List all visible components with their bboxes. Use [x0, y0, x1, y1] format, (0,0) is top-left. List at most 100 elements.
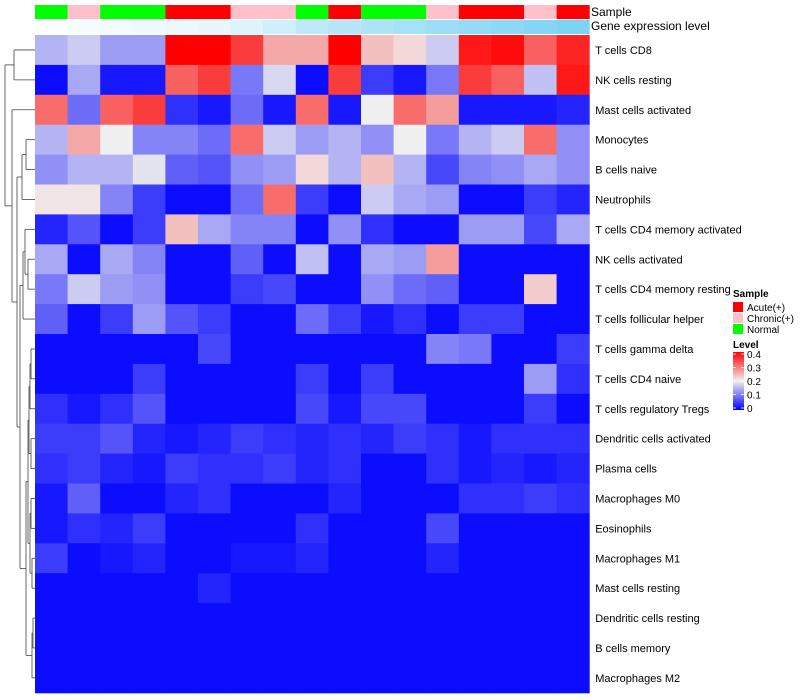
heatmap-cell [132, 244, 166, 275]
heatmap-cell [67, 154, 101, 185]
heatmap-cell [230, 184, 264, 215]
heatmap-cell [295, 573, 329, 604]
heatmap-cell [426, 94, 460, 126]
gene-expression-annotation-cell [524, 20, 558, 34]
heatmap-cell [198, 184, 232, 215]
heatmap-cell [524, 453, 558, 484]
gene-expression-annotation-cell [35, 20, 69, 34]
heatmap-cell [458, 662, 492, 694]
heatmap-cell [198, 94, 232, 126]
heatmap-cell [556, 35, 590, 66]
legend-sample-swatch [733, 302, 743, 312]
heatmap-cell [100, 543, 134, 574]
row-label: T cells follicular helper [595, 314, 704, 326]
heatmap-cell [35, 304, 69, 335]
gene-expression-annotation-cell [230, 20, 264, 34]
row-label: Dendritic cells activated [595, 434, 711, 446]
heatmap-cell [328, 543, 362, 574]
heatmap-cell [165, 35, 199, 66]
legend-sample-entries: Acute(+)Chronic(+)Normal [733, 302, 794, 336]
gene-expression-annotation-cell [556, 20, 590, 34]
heatmap-cell [100, 363, 134, 395]
heatmap-cell [556, 124, 590, 156]
heatmap-cell [491, 363, 525, 395]
heatmap-cell [393, 304, 427, 335]
heatmap-cell [426, 35, 460, 66]
heatmap-cell [165, 573, 199, 604]
heatmap-cell [67, 35, 101, 66]
heatmap-cell [556, 214, 590, 245]
heatmap-cell [100, 35, 134, 66]
gene-expression-annotation-cell [295, 20, 329, 34]
heatmap-cell [67, 64, 101, 96]
heatmap-cell [458, 214, 492, 245]
row-label: T cells regulatory Tregs [595, 404, 710, 416]
heatmap-cell [263, 662, 297, 694]
heatmap-cell [198, 244, 232, 275]
heatmap-cell [295, 633, 329, 664]
heatmap-cell [35, 363, 69, 395]
heatmap-cell [524, 244, 558, 275]
heatmap-cell [458, 64, 492, 96]
heatmap-cell [295, 244, 329, 275]
heatmap-cell [524, 513, 558, 544]
heatmap-cell [458, 94, 492, 126]
heatmap-cell [361, 94, 395, 126]
heatmap-cell [230, 154, 264, 185]
heatmap-cell [198, 633, 232, 664]
heatmap-cell [263, 543, 297, 574]
heatmap-cell [35, 483, 69, 514]
heatmap-cell [263, 124, 297, 156]
heatmap-cell [67, 513, 101, 544]
heatmap-cell [230, 483, 264, 514]
heatmap-cell [361, 64, 395, 96]
heatmap-cell [361, 633, 395, 664]
heatmap-cell [328, 513, 362, 544]
heatmap-cell [263, 513, 297, 544]
heatmap-cell [230, 633, 264, 664]
heatmap-cell [393, 513, 427, 544]
heatmap-cell [35, 633, 69, 664]
heatmap-cell [524, 64, 558, 96]
heatmap-cell [524, 483, 558, 514]
heatmap-cell [263, 334, 297, 365]
heatmap-cell [165, 662, 199, 694]
heatmap-cell [198, 363, 232, 395]
heatmap-cell [263, 64, 297, 96]
heatmap-cell [458, 35, 492, 66]
heatmap-cell [328, 244, 362, 275]
heatmap-cell [426, 513, 460, 544]
heatmap-cell [35, 244, 69, 275]
heatmap-cell [35, 334, 69, 365]
heatmap-cell [263, 214, 297, 245]
heatmap-cell [524, 35, 558, 66]
heatmap-cell [35, 35, 69, 66]
heatmap-cell [198, 513, 232, 544]
heatmap-cell [458, 274, 492, 305]
heatmap-cell [165, 214, 199, 245]
heatmap-cell [100, 423, 134, 455]
heatmap-cell [67, 662, 101, 694]
heatmap-cell [165, 304, 199, 335]
heatmap-cell [491, 214, 525, 245]
heatmap-cell [361, 573, 395, 604]
sample-annotation-cell [295, 5, 329, 19]
gene-expression-annotation-cell [132, 20, 166, 34]
heatmap-cell [198, 662, 232, 694]
sample-annotation-cell [458, 5, 492, 19]
heatmap-cell [426, 662, 460, 694]
heatmap-cell [198, 274, 232, 305]
heatmap-cell [198, 214, 232, 245]
heatmap-cell [35, 124, 69, 156]
heatmap-cell [491, 483, 525, 514]
heatmap-cell [198, 154, 232, 185]
heatmap-cell [328, 603, 362, 634]
heatmap-cell [132, 573, 166, 604]
heatmap-cell [230, 573, 264, 604]
heatmap-cell [132, 603, 166, 634]
row-label: B cells naive [595, 165, 657, 177]
heatmap-cell [35, 393, 69, 425]
heatmap-cell [263, 603, 297, 634]
sample-annotation-cell [328, 5, 362, 19]
heatmap-cell [491, 184, 525, 215]
